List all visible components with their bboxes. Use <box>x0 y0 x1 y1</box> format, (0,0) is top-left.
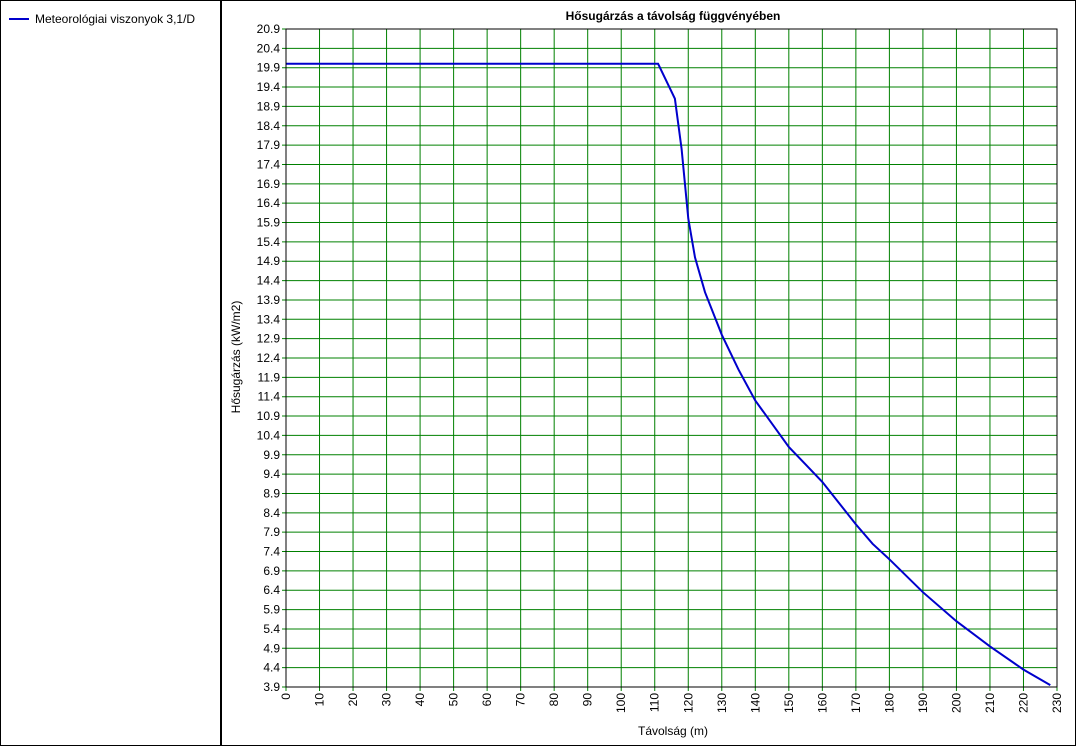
x-tick-label: 50 <box>447 693 461 707</box>
x-tick-label: 110 <box>648 693 662 712</box>
x-tick-label: 100 <box>614 693 628 713</box>
y-tick-label: 13.4 <box>257 312 281 326</box>
y-tick-label: 8.4 <box>263 506 280 520</box>
y-tick-label: 17.4 <box>257 157 281 171</box>
y-tick-label: 20.4 <box>257 41 281 55</box>
y-tick-label: 8.9 <box>263 486 280 500</box>
y-tick-label: 19.9 <box>257 61 281 75</box>
legend-item[interactable]: Meteorológiai viszonyok 3,1/D <box>9 12 195 26</box>
x-tick-label: 230 <box>1050 693 1064 713</box>
x-tick-label: 160 <box>815 693 829 713</box>
line-chart: Hősugárzás a távolság függvényében Távol… <box>229 9 1064 738</box>
y-tick-label: 6.9 <box>263 564 280 578</box>
y-tick-label: 14.9 <box>257 254 281 268</box>
y-tick-label: 15.9 <box>257 216 281 230</box>
y-tick-label: 5.9 <box>263 603 280 617</box>
x-tick-label: 220 <box>1016 693 1030 713</box>
y-tick-label: 10.9 <box>257 409 281 423</box>
y-axis-label: Hősugárzás (kW/m2) <box>229 301 243 414</box>
y-tick-label: 9.4 <box>263 467 280 481</box>
tick-labels: 0 10 20 30 40 50 60 70 80 90 100 110 120 130 140 150 160… <box>257 22 1064 713</box>
series-line <box>286 62 1051 686</box>
x-tick-label: 170 <box>849 693 863 713</box>
chart-title: Hősugárzás a távolság függvényében <box>566 9 781 23</box>
x-tick-label: 130 <box>715 693 729 713</box>
grid <box>282 28 1058 691</box>
y-tick-label: 16.4 <box>257 196 281 210</box>
y-tick-label: 12.9 <box>257 332 281 346</box>
y-tick-label: 11.9 <box>258 370 281 384</box>
legend-panel: Meteorológiai viszonyok 3,1/D <box>1 1 222 745</box>
y-tick-label: 15.4 <box>257 235 281 249</box>
legend-line-icon <box>9 18 29 20</box>
y-tick-label: 11.4 <box>258 390 281 404</box>
y-tick-label: 16.9 <box>257 177 281 191</box>
x-tick-label: 180 <box>882 693 896 713</box>
x-tick-label: 90 <box>581 693 595 707</box>
y-tick-label: 18.4 <box>257 119 281 133</box>
y-tick-label: 3.9 <box>263 680 280 694</box>
x-tick-label: 200 <box>949 693 963 713</box>
x-tick-label: 30 <box>380 693 394 707</box>
y-tick-label: 17.9 <box>257 138 281 152</box>
y-tick-label: 9.9 <box>263 448 280 462</box>
plot-border <box>285 28 1058 688</box>
x-tick-label: 190 <box>916 693 930 713</box>
x-tick-label: 20 <box>346 693 360 707</box>
x-tick-label: 150 <box>782 693 796 713</box>
y-tick-label: 13.9 <box>257 293 281 307</box>
y-tick-label: 19.4 <box>257 80 281 94</box>
x-tick-label: 140 <box>748 693 762 713</box>
y-tick-label: 7.4 <box>263 545 280 559</box>
y-tick-label: 5.4 <box>263 622 280 636</box>
y-tick-label: 12.4 <box>257 351 281 365</box>
x-tick-label: 40 <box>413 693 427 707</box>
y-tick-label: 4.9 <box>263 641 280 655</box>
y-tick-label: 4.4 <box>263 661 280 675</box>
x-axis-label: Távolság (m) <box>638 724 708 738</box>
x-tick-label: 80 <box>547 693 561 707</box>
y-tick-label: 20.9 <box>257 22 281 36</box>
x-tick-label: 120 <box>681 693 695 713</box>
x-tick-label: 70 <box>514 693 528 707</box>
y-tick-label: 18.9 <box>257 99 281 113</box>
x-tick-label: 0 <box>279 693 293 700</box>
x-tick-label: 60 <box>480 693 494 707</box>
x-tick-label: 10 <box>313 693 327 707</box>
x-tick-label: 210 <box>983 693 997 713</box>
y-tick-label: 6.4 <box>263 583 280 597</box>
chart-area: Hősugárzás a távolság függvényében Távol… <box>223 1 1074 745</box>
legend-label: Meteorológiai viszonyok 3,1/D <box>35 12 196 26</box>
y-tick-label: 14.4 <box>257 274 281 288</box>
y-tick-label: 10.4 <box>257 428 281 442</box>
y-tick-label: 7.9 <box>263 525 280 539</box>
